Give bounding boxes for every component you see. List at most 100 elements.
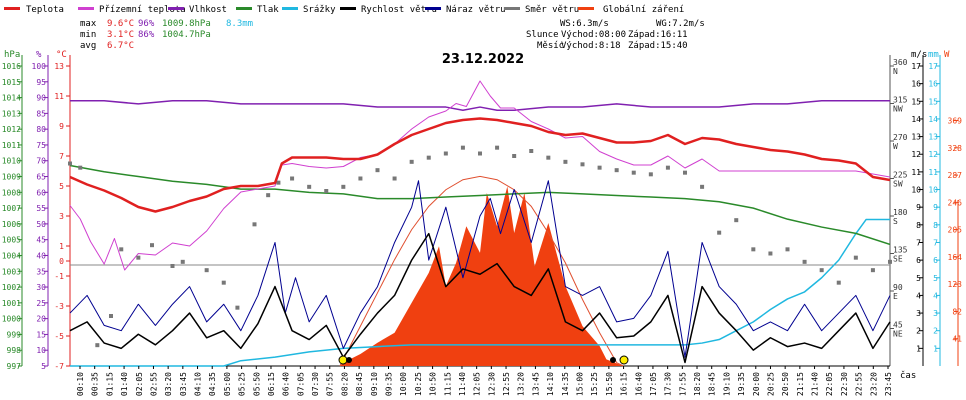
press-tick-label: 1011 bbox=[2, 141, 21, 150]
wind-dir-point bbox=[392, 176, 397, 181]
wind-dir-point bbox=[512, 154, 517, 158]
rain-tick-label: 7 bbox=[933, 238, 938, 247]
rad-tick-label: 328 bbox=[948, 144, 963, 153]
sun-moon-markers bbox=[338, 355, 629, 365]
wind-dir-point bbox=[888, 259, 892, 264]
time-tick-label: 20:25 bbox=[766, 372, 775, 396]
time-tick-label: 20:00 bbox=[752, 372, 761, 396]
wind-dir-point bbox=[204, 268, 209, 273]
info-ws: WS:6.3m/s bbox=[560, 19, 609, 29]
wind-dir-point bbox=[802, 259, 807, 264]
time-tick-label: 08:45 bbox=[355, 372, 364, 396]
legend-item: Náraz větru bbox=[425, 5, 506, 15]
time-tick-label: 18:45 bbox=[708, 372, 717, 396]
time-tick-label: 17:05 bbox=[649, 372, 658, 396]
hum-tick-label: 60 bbox=[36, 188, 46, 197]
dir-tick-dir: SW bbox=[893, 180, 903, 189]
temp-tick-label: -7 bbox=[54, 362, 64, 371]
info-mesic: Měsíc bbox=[537, 41, 564, 51]
wind-tick-label: 3 bbox=[916, 309, 921, 318]
dir-tick-dir: NE bbox=[893, 330, 903, 339]
moonset-marker bbox=[610, 357, 616, 363]
press-tick-label: 1008 bbox=[2, 188, 21, 197]
press-tick-label: 1007 bbox=[2, 204, 21, 213]
wind-dir-point bbox=[665, 165, 670, 170]
time-tick-label: 19:10 bbox=[722, 372, 731, 396]
moonrise-marker bbox=[346, 357, 352, 363]
press-tick-label: 999 bbox=[7, 330, 22, 339]
time-tick-label: 06:40 bbox=[282, 372, 291, 396]
time-tick-label: 15:50 bbox=[605, 372, 614, 396]
series-layer bbox=[68, 80, 892, 367]
info-moonset: Západ:15:40 bbox=[628, 41, 688, 51]
dir-tick-label: 315 bbox=[893, 96, 908, 105]
legend-label: Globální záření bbox=[603, 5, 684, 15]
hum-tick-label: 100 bbox=[32, 62, 47, 71]
wind-tick-label: 5 bbox=[916, 274, 921, 283]
press-tick-label: 1006 bbox=[2, 220, 21, 229]
wind-tick-label: 9 bbox=[916, 203, 921, 212]
time-tick-label: 02:55 bbox=[149, 372, 158, 396]
temp-tick-label: 3 bbox=[59, 212, 64, 221]
wind-tick-label: 10 bbox=[911, 186, 921, 195]
rain-tick-label: 2 bbox=[933, 327, 938, 336]
wind-tick-label: 11 bbox=[911, 168, 921, 177]
dir-tick-dir: S bbox=[893, 217, 898, 226]
wind-dir-point bbox=[235, 305, 240, 310]
dir-tick-label: 270 bbox=[893, 133, 908, 142]
stats-max-rain: 8.3mm bbox=[226, 19, 253, 29]
wind-tick-label: 17 bbox=[911, 62, 921, 71]
time-tick-label: 12:30 bbox=[487, 372, 496, 396]
time-tick-label: 01:15 bbox=[105, 372, 114, 396]
hum-tick-label: 15 bbox=[36, 330, 46, 339]
hum-tick-label: 50 bbox=[36, 220, 46, 229]
rain-tick-label: 9 bbox=[933, 203, 938, 212]
rain-tick-label: 14 bbox=[928, 115, 938, 124]
press-tick-label: 1016 bbox=[2, 62, 21, 71]
wind-dir-point bbox=[751, 247, 756, 252]
rain-tick-label: 16 bbox=[928, 80, 938, 89]
stats-max-temp: 9.6°C bbox=[107, 19, 134, 29]
time-tick-label: 00:35 bbox=[91, 372, 100, 396]
temp-tick-label: -1 bbox=[54, 272, 64, 281]
legend-item: Rychlost větru bbox=[340, 5, 437, 15]
wind-dir-point bbox=[78, 165, 83, 170]
hum-tick-label: 65 bbox=[36, 173, 46, 182]
wind-dir-point bbox=[717, 230, 722, 235]
legend-item: Srážky bbox=[282, 5, 336, 15]
wind-dir-point bbox=[221, 280, 226, 285]
hum-tick-label: 40 bbox=[36, 251, 46, 260]
wind-dir-point bbox=[290, 176, 295, 181]
time-tick-label: 21:15 bbox=[796, 372, 805, 396]
wind-dir-point bbox=[614, 168, 619, 173]
rad-tick-label: 246 bbox=[948, 198, 963, 207]
temp-tick-label: 9 bbox=[59, 122, 64, 131]
hum-tick-label: 45 bbox=[36, 236, 46, 245]
press-tick-label: 1003 bbox=[2, 267, 21, 276]
hum-tick-label: 90 bbox=[36, 94, 46, 103]
wind-dir-point bbox=[683, 170, 687, 175]
time-tick-label: 23:45 bbox=[884, 372, 893, 396]
temp-tick-label: 7 bbox=[59, 152, 64, 161]
rain-tick-label: 15 bbox=[928, 97, 938, 106]
dir-tick-label: 180 bbox=[893, 208, 908, 217]
time-tick-label: 18:20 bbox=[693, 372, 702, 396]
rain-tick-label: 10 bbox=[928, 186, 938, 195]
temp-tick-label: 13 bbox=[54, 62, 64, 71]
sunset-marker bbox=[619, 355, 629, 365]
x-axis-label: čas bbox=[900, 370, 916, 381]
wind-dir-point bbox=[734, 218, 739, 223]
info-sunrise: Východ:08:00 bbox=[561, 30, 626, 40]
rad-tick-label: 123 bbox=[948, 280, 963, 289]
time-tick-label: 17:55 bbox=[678, 372, 687, 396]
time-tick-label: 05:50 bbox=[252, 372, 261, 396]
press-tick-label: 1000 bbox=[2, 315, 21, 324]
pressure-line bbox=[69, 164, 891, 246]
time-tick-label: 01:40 bbox=[120, 372, 129, 396]
time-tick-label: 10:50 bbox=[429, 372, 438, 396]
wind-tick-label: 7 bbox=[916, 238, 921, 247]
time-tick-label: 15:25 bbox=[590, 372, 599, 396]
wind-tick-label: 1 bbox=[916, 344, 921, 353]
unit-pct: % bbox=[36, 50, 42, 60]
legend-label: Náraz větru bbox=[446, 5, 506, 15]
